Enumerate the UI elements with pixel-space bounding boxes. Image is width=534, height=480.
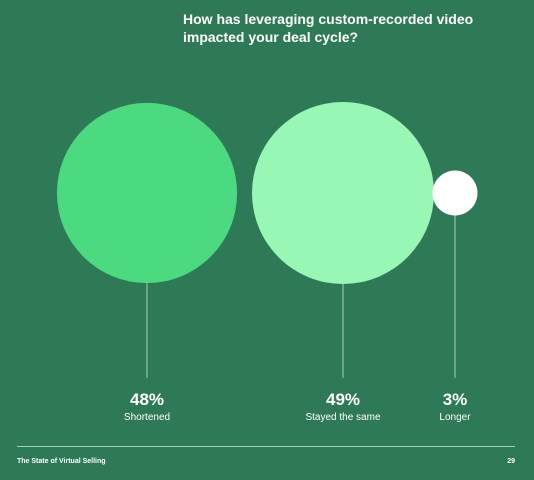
page-number: 29 (507, 458, 515, 465)
stat-value-longer: 3% (442, 390, 468, 409)
footer-title: The State of Virtual Selling (17, 458, 106, 465)
chart-question: How has leveraging custom-recorded video… (183, 11, 474, 45)
footer-divider (17, 446, 515, 447)
stat-label-stayed-the-same: Stayed the same (305, 412, 381, 423)
stat-label-shortened: Shortened (123, 412, 171, 423)
connector-lines (146, 215, 456, 378)
bubble-stayed-the-same (252, 102, 434, 284)
stat-value-stayed-the-same: 49% (325, 390, 361, 409)
stat-shortened: 48% Shortened (87, 390, 207, 425)
bubble-shortened (56, 102, 238, 284)
stat-label-longer: Longer (439, 412, 471, 423)
stat-stayed-the-same: 49% Stayed the same (283, 390, 403, 425)
bubble-longer (432, 170, 478, 216)
bubbles (56, 102, 478, 284)
stat-value-shortened: 48% (129, 390, 165, 409)
stat-longer: 3% Longer (395, 390, 515, 425)
